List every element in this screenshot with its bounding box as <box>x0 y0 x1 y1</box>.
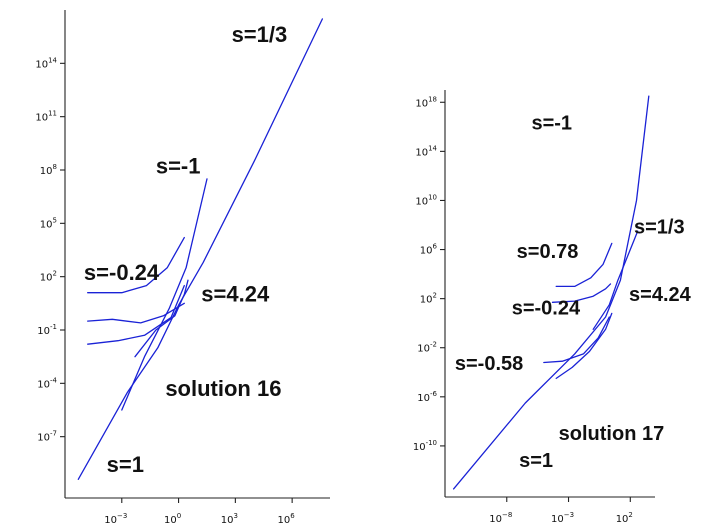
y-tick-label: 108 <box>40 163 57 177</box>
series-line <box>87 284 185 345</box>
y-tick-label: 102 <box>420 292 437 306</box>
series-line <box>87 236 185 294</box>
y-tick-label: 106 <box>420 243 438 257</box>
y-tick-label: 105 <box>40 216 57 230</box>
series-line <box>121 178 208 411</box>
y-tick-label: 10-4 <box>37 376 57 390</box>
annotation-label: s=-0.24 <box>512 298 581 320</box>
y-tick-label: 1011 <box>35 110 57 124</box>
annotation-label: s=1 <box>107 452 144 477</box>
x-tick-label: 10−8 <box>489 511 512 525</box>
annotation-label: solution 16 <box>165 376 281 401</box>
y-tick-label: 1018 <box>415 95 437 109</box>
x-tick-label: 100 <box>164 512 181 526</box>
y-tick-label: 1014 <box>415 144 437 158</box>
y-tick-label: 10-10 <box>413 439 437 453</box>
y-tick-label: 10-1 <box>37 323 57 337</box>
series-line <box>87 302 185 324</box>
series-line <box>543 316 610 364</box>
series-line <box>77 18 324 480</box>
y-tick-label: 10-7 <box>37 430 57 444</box>
annotation-label: solution 17 <box>559 423 665 445</box>
annotation-label: s=1/3 <box>634 217 685 239</box>
x-tick-label: 106 <box>278 512 296 526</box>
annotation-label: s=0.78 <box>517 241 579 263</box>
annotation-label: s=-1 <box>156 154 201 179</box>
y-tick-label: 10-6 <box>417 390 437 404</box>
right-chart: 1018 1014 1010 106 102 10-2 10-6 10-10 10−8 10−3 1… <box>413 90 692 525</box>
annotation-label: s=-1 <box>531 112 572 134</box>
left-chart: 1014 1011 108 105 102 10-1 10-4 10-7 10−3 100 103 1… <box>35 10 330 526</box>
series-line <box>555 312 613 380</box>
series-line <box>592 230 639 330</box>
series-line <box>134 279 189 358</box>
annotation-label: s=1/3 <box>232 22 288 47</box>
series-line <box>452 95 650 490</box>
series-line <box>555 242 613 288</box>
y-tick-label: 102 <box>40 270 57 284</box>
x-tick-label: 103 <box>221 512 238 526</box>
series-line <box>551 283 612 303</box>
annotation-label: s=-0.58 <box>455 353 523 375</box>
y-tick-label: 1010 <box>415 193 437 207</box>
annotation-label: s=-0.24 <box>84 260 160 285</box>
x-tick-label: 10−3 <box>551 511 574 525</box>
y-tick-label: 10-2 <box>417 341 437 355</box>
annotation-label: s=4.24 <box>201 282 270 307</box>
x-tick-label: 102 <box>616 511 633 525</box>
annotation-label: s=1 <box>519 450 553 472</box>
x-tick-label: 10−3 <box>104 512 127 526</box>
annotation-label: s=4.24 <box>629 284 692 306</box>
y-tick-label: 1014 <box>35 56 57 70</box>
